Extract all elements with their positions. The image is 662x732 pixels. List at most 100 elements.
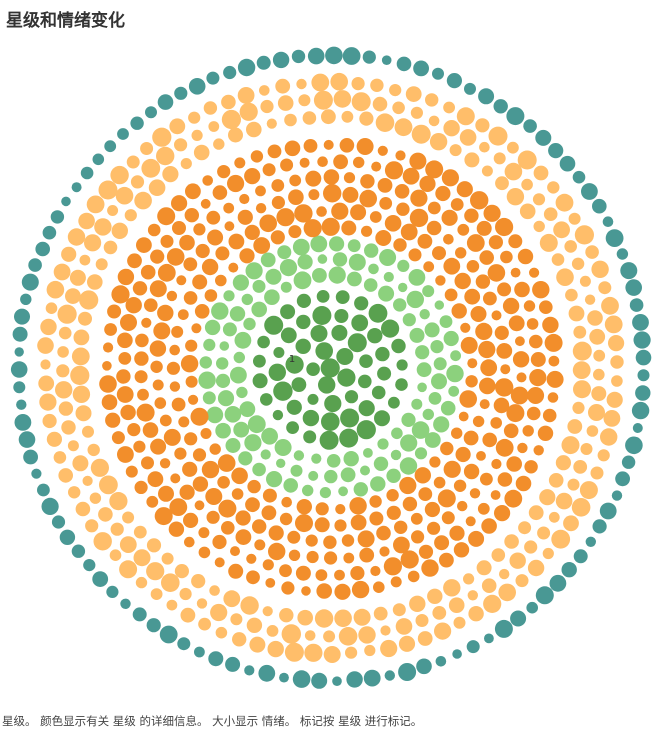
- bubble-4[interactable]: [600, 428, 618, 446]
- bubble-3[interactable]: [317, 156, 328, 167]
- bubble-5[interactable]: [10, 361, 28, 378]
- bubble-4[interactable]: [68, 486, 81, 499]
- bubble-3[interactable]: [231, 467, 248, 485]
- bubble-5[interactable]: [446, 73, 462, 89]
- bubble-3[interactable]: [127, 253, 142, 269]
- bubble-4[interactable]: [275, 78, 291, 94]
- bubble-4[interactable]: [70, 365, 90, 385]
- bubble-3[interactable]: [361, 225, 373, 237]
- bubble-3[interactable]: [183, 291, 198, 305]
- bubble-4[interactable]: [161, 552, 174, 565]
- bubble-1[interactable]: [295, 338, 311, 354]
- bubble-5[interactable]: [159, 625, 178, 644]
- bubble-4[interactable]: [246, 121, 262, 138]
- bubble-4[interactable]: [476, 560, 492, 576]
- bubble-3[interactable]: [467, 358, 478, 369]
- bubble-3[interactable]: [133, 440, 146, 453]
- bubble-5[interactable]: [523, 119, 537, 133]
- bubble-3[interactable]: [194, 304, 210, 319]
- bubble-2[interactable]: [443, 330, 459, 347]
- bubble-2[interactable]: [402, 313, 416, 327]
- bubble-1[interactable]: [291, 377, 307, 392]
- bubble-3[interactable]: [179, 234, 195, 251]
- bubble-3[interactable]: [299, 157, 310, 168]
- bubble-4[interactable]: [58, 468, 73, 483]
- bubble-4[interactable]: [548, 511, 560, 523]
- bubble-3[interactable]: [435, 185, 451, 202]
- bubble-1[interactable]: [388, 396, 400, 409]
- bubble-2[interactable]: [215, 373, 231, 388]
- bubble-3[interactable]: [157, 263, 176, 282]
- bubble-4[interactable]: [588, 404, 605, 421]
- bubble-4[interactable]: [161, 573, 180, 592]
- bubble-3[interactable]: [289, 174, 302, 187]
- bubble-3[interactable]: [314, 517, 330, 533]
- bubble-3[interactable]: [407, 570, 420, 583]
- bubble-3[interactable]: [150, 438, 167, 455]
- bubble-4[interactable]: [351, 92, 371, 112]
- bubble-3[interactable]: [252, 519, 267, 534]
- bubble-3[interactable]: [502, 297, 520, 315]
- bubble-3[interactable]: [443, 257, 461, 275]
- bubble-2[interactable]: [433, 416, 450, 433]
- bubble-3[interactable]: [134, 370, 148, 384]
- bubble-2[interactable]: [386, 468, 401, 483]
- bubble-4[interactable]: [249, 636, 266, 653]
- bubble-2[interactable]: [276, 458, 286, 468]
- bubble-4[interactable]: [169, 118, 186, 135]
- bubble-4[interactable]: [389, 84, 402, 97]
- bubble-3[interactable]: [305, 534, 318, 547]
- bubble-3[interactable]: [217, 454, 236, 472]
- bubble-3[interactable]: [443, 460, 461, 478]
- bubble-3[interactable]: [547, 392, 559, 403]
- bubble-4[interactable]: [152, 127, 172, 147]
- bubble-5[interactable]: [629, 298, 644, 312]
- bubble-2[interactable]: [424, 432, 441, 448]
- bubble-2[interactable]: [393, 298, 407, 312]
- bubble-3[interactable]: [192, 476, 209, 492]
- bubble-3[interactable]: [159, 458, 171, 469]
- bubble-4[interactable]: [564, 240, 577, 253]
- bubble-4[interactable]: [606, 391, 623, 408]
- bubble-4[interactable]: [567, 419, 583, 434]
- bubble-3[interactable]: [170, 473, 181, 484]
- bubble-5[interactable]: [625, 279, 642, 296]
- bubble-4[interactable]: [55, 381, 73, 399]
- bubble-3[interactable]: [284, 140, 301, 157]
- bubble-4[interactable]: [398, 635, 416, 652]
- bubble-3[interactable]: [246, 553, 257, 564]
- bubble-3[interactable]: [544, 333, 563, 352]
- bubble-4[interactable]: [351, 77, 365, 91]
- bubble-2[interactable]: [383, 271, 394, 283]
- bubble-3[interactable]: [171, 397, 186, 412]
- bubble-3[interactable]: [379, 197, 393, 210]
- bubble-5[interactable]: [132, 607, 147, 622]
- bubble-3[interactable]: [331, 202, 349, 220]
- bubble-4[interactable]: [517, 150, 537, 170]
- bubble-2[interactable]: [401, 412, 416, 427]
- bubble-5[interactable]: [188, 78, 206, 95]
- bubble-5[interactable]: [291, 49, 306, 64]
- bubble-3[interactable]: [116, 386, 134, 403]
- bubble-2[interactable]: [236, 386, 248, 399]
- bubble-5[interactable]: [632, 314, 649, 331]
- bubble-4[interactable]: [40, 359, 51, 370]
- bubble-5[interactable]: [561, 562, 577, 578]
- bubble-3[interactable]: [191, 323, 202, 334]
- bubble-2[interactable]: [245, 262, 263, 280]
- bubble-3[interactable]: [158, 485, 174, 502]
- bubble-3[interactable]: [254, 539, 266, 551]
- bubble-3[interactable]: [333, 154, 348, 170]
- bubble-5[interactable]: [31, 468, 42, 479]
- bubble-1[interactable]: [356, 420, 376, 440]
- bubble-4[interactable]: [38, 375, 55, 392]
- bubble-4[interactable]: [72, 455, 89, 472]
- bubble-2[interactable]: [446, 364, 464, 383]
- bubble-3[interactable]: [490, 490, 501, 500]
- bubble-2[interactable]: [211, 302, 229, 320]
- bubble-4[interactable]: [311, 73, 330, 92]
- bubble-4[interactable]: [221, 94, 236, 110]
- bubble-3[interactable]: [146, 495, 159, 508]
- bubble-3[interactable]: [441, 209, 458, 226]
- bubble-5[interactable]: [311, 672, 328, 689]
